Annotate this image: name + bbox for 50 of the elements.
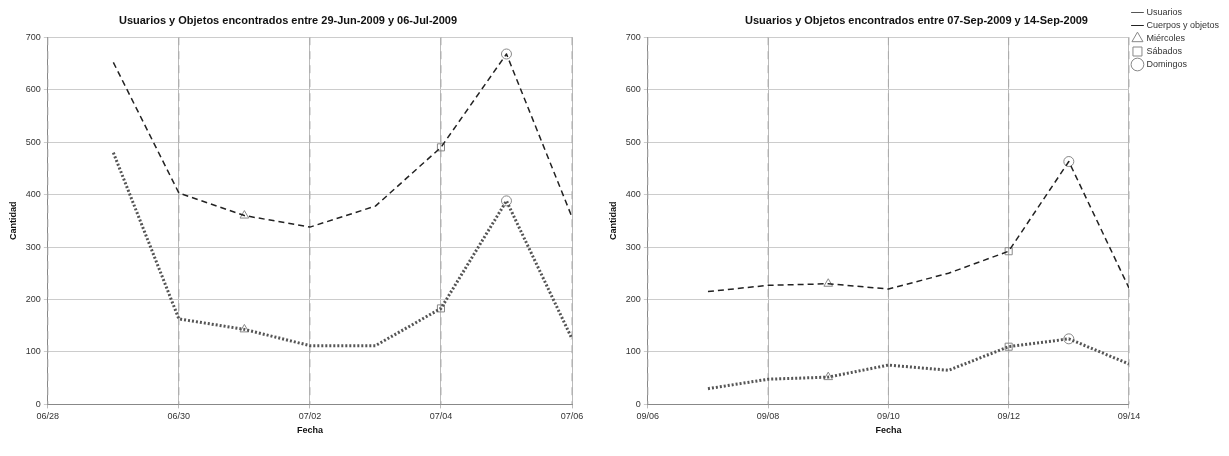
y-tick-label: 0	[635, 398, 641, 409]
x-tick-label: 07/02	[298, 411, 322, 422]
point	[1063, 156, 1075, 168]
y-tick-label: 300	[25, 241, 41, 252]
x-tick-label: 06/28	[36, 411, 60, 422]
point	[1004, 342, 1013, 351]
legend-label: Sábados	[1146, 45, 1183, 56]
line-series	[111, 151, 572, 348]
point	[239, 210, 250, 219]
chart-title: Usuarios y Objetos encontrados entre 07-Sep-2009 y 14-Sep-2009	[745, 13, 1088, 26]
legend-label: Cuerpos y objetos	[1146, 19, 1220, 30]
y-tick-label: 500	[25, 136, 41, 147]
y-tick-label: 500	[625, 136, 641, 147]
y-tick-label: 400	[625, 189, 641, 200]
y-tick-label: 300	[625, 241, 641, 252]
y-tick-label: 700	[625, 31, 641, 42]
x-tick-label: 09/12	[997, 411, 1020, 422]
point	[823, 278, 834, 287]
chart-title: Usuarios y Objetos encontrados entre 29-Jun-2009 y 06-Jul-2009	[118, 13, 458, 26]
y-axis-title: Cantidad	[607, 201, 618, 241]
y-tick-label: 100	[625, 346, 641, 357]
x-tick-label: 09/06	[636, 411, 660, 422]
point	[500, 48, 512, 60]
legend-label: Usuarios	[1146, 6, 1183, 17]
point	[436, 143, 445, 152]
y-tick-label: 100	[25, 346, 41, 357]
x-axis-title: Fecha	[296, 425, 324, 436]
y-tick-label: 200	[25, 293, 41, 304]
point	[1004, 247, 1013, 256]
x-tick-label: 07/06	[560, 411, 584, 422]
x-axis-title: Fecha	[875, 425, 903, 436]
point	[500, 195, 512, 207]
y-tick-label: 200	[625, 293, 641, 304]
y-tick-label: 600	[625, 84, 641, 95]
point	[1063, 333, 1075, 345]
y-tick-label: 0	[35, 398, 41, 409]
point	[436, 304, 445, 313]
x-tick-label: 09/08	[756, 411, 780, 422]
point	[823, 371, 834, 381]
y-tick-label: 400	[25, 189, 41, 200]
y-axis-title: Cantidad	[7, 201, 18, 241]
point	[239, 323, 250, 333]
x-tick-label: 06/30	[167, 411, 191, 422]
x-tick-label: 09/10	[877, 411, 900, 422]
x-tick-label: 09/14	[1117, 411, 1141, 422]
x-tick-label: 07/04	[429, 411, 453, 422]
legend-label: Miércoles	[1146, 32, 1186, 43]
legend-label: Domingos	[1146, 58, 1188, 69]
y-tick-label: 600	[25, 84, 41, 95]
y-tick-label: 700	[25, 31, 41, 42]
